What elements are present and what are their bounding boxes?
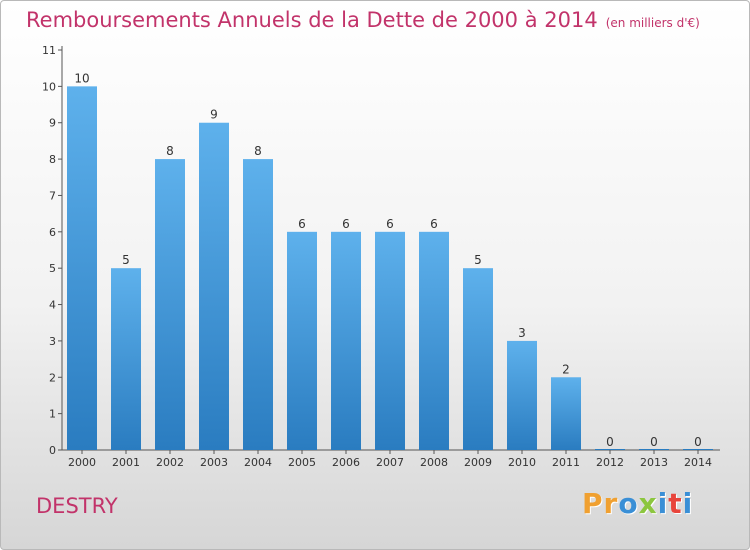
data-label: 10	[74, 71, 89, 85]
x-tick-label: 2007	[376, 456, 404, 469]
data-label: 0	[694, 435, 702, 449]
bar	[551, 377, 581, 450]
data-label: 8	[166, 144, 174, 158]
x-tick-label: 2008	[420, 456, 448, 469]
bar	[67, 86, 97, 450]
data-label: 5	[122, 253, 130, 267]
x-tick-label: 2003	[200, 456, 228, 469]
bar	[243, 159, 273, 450]
x-tick-label: 2005	[288, 456, 316, 469]
bar	[155, 159, 185, 450]
y-tick-label: 5	[49, 262, 56, 275]
data-label: 2	[562, 362, 570, 376]
logo-letter: r	[603, 487, 619, 520]
bar	[419, 231, 449, 450]
y-tick-label: 4	[49, 299, 56, 312]
x-tick-label: 2014	[684, 456, 712, 469]
logo-letter: x	[638, 487, 658, 520]
title-unit: (en milliers d'€)	[605, 16, 700, 30]
y-tick-label: 6	[49, 226, 56, 239]
x-tick-label: 2001	[112, 456, 140, 469]
bars	[67, 86, 713, 451]
logo-letter: t	[668, 487, 683, 520]
bar	[507, 340, 537, 450]
x-tick-label: 2009	[464, 456, 492, 469]
data-label: 5	[474, 253, 482, 267]
x-tick-label: 2000	[68, 456, 96, 469]
y-tick-label: 3	[49, 335, 56, 348]
data-label: 9	[210, 108, 218, 122]
data-label: 0	[650, 435, 658, 449]
data-label: 6	[342, 217, 350, 231]
data-label: 6	[298, 217, 306, 231]
x-tick-label: 2006	[332, 456, 360, 469]
data-label: 6	[386, 217, 394, 231]
bar	[331, 231, 361, 450]
data-label: 3	[518, 326, 526, 340]
bar	[111, 268, 141, 450]
bar	[287, 231, 317, 450]
logo-letter: P	[582, 487, 604, 520]
bar	[375, 231, 405, 450]
y-tick-label: 2	[49, 371, 56, 384]
logo-letter: o	[618, 487, 639, 520]
data-label: 8	[254, 144, 262, 158]
proxiti-logo: Proxiti	[582, 487, 693, 520]
commune-name: DESTRY	[36, 494, 118, 518]
bar	[683, 449, 713, 450]
bar	[639, 449, 669, 450]
x-tick-label: 2004	[244, 456, 272, 469]
data-label: 6	[430, 217, 438, 231]
y-tick-label: 7	[49, 189, 56, 202]
bar	[463, 268, 493, 450]
labels: 2000102001520028200392004820056200662007…	[68, 71, 712, 469]
title-text: Remboursements Annuels de la Dette de 20…	[26, 8, 598, 32]
logo-letter: i	[682, 487, 694, 520]
chart-title: Remboursements Annuels de la Dette de 20…	[26, 8, 700, 32]
data-label: 0	[606, 435, 614, 449]
y-tick-label: 1	[49, 408, 56, 421]
x-tick-label: 2012	[596, 456, 624, 469]
logo-letter: i	[657, 487, 669, 520]
y-tick-label: 11	[42, 44, 56, 57]
x-tick-label: 2013	[640, 456, 668, 469]
y-tick-label: 8	[49, 153, 56, 166]
y-tick-label: 9	[49, 117, 56, 130]
bar	[595, 449, 625, 450]
x-tick-label: 2002	[156, 456, 184, 469]
x-tick-label: 2011	[552, 456, 580, 469]
x-tick-label: 2010	[508, 456, 536, 469]
bar	[199, 122, 229, 451]
y-tick-label: 0	[49, 444, 56, 457]
y-tick-label: 10	[42, 80, 56, 93]
